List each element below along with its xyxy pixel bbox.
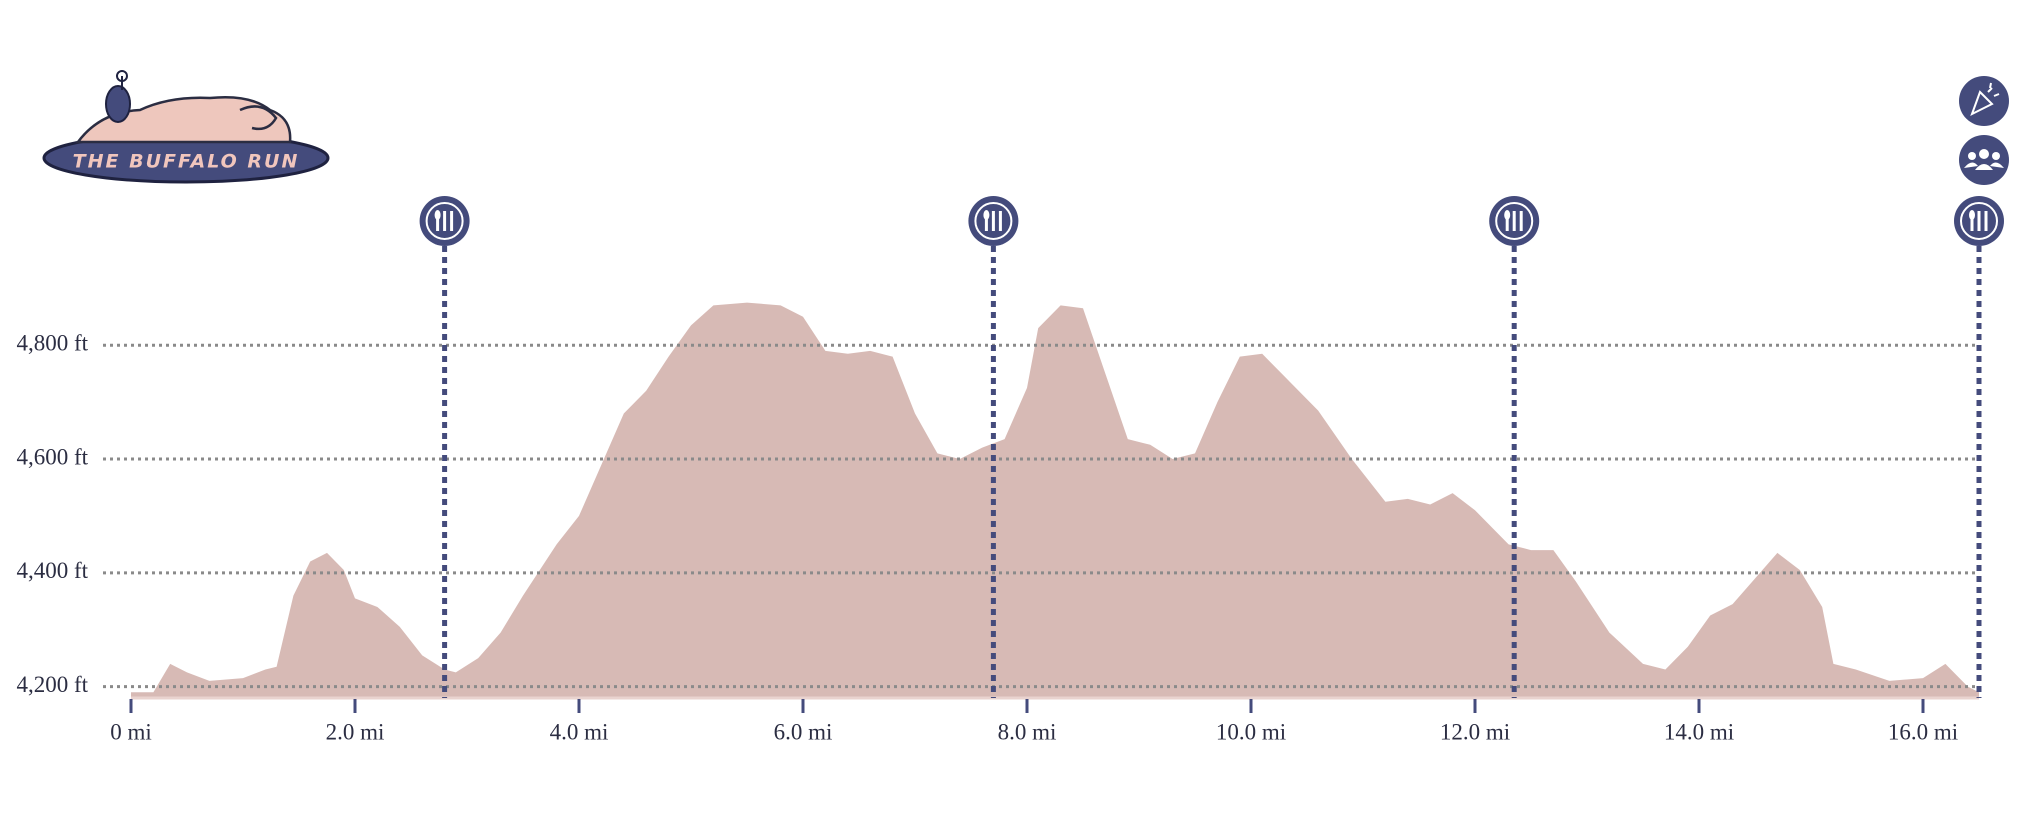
x-tick-label: 16.0 mi (1888, 719, 1958, 744)
top-icons (1959, 76, 2009, 185)
x-tick-label: 10.0 mi (1216, 719, 1286, 744)
elevation-area (131, 302, 1979, 698)
x-tick-label: 4.0 mi (550, 719, 609, 744)
celebration-icon (1959, 76, 2009, 126)
logo-text: THE BUFFALO RUN (73, 151, 300, 173)
spoon (1504, 210, 1511, 220)
y-tick-label: 4,200 ft (16, 672, 88, 697)
aid-station-ring (425, 202, 464, 240)
x-tick-label: 14.0 mi (1664, 719, 1734, 744)
spoon (983, 210, 990, 220)
logo: THE BUFFALO RUN (42, 70, 330, 184)
aid-station-icon (968, 196, 1019, 246)
x-tick-label: 0 mi (110, 719, 152, 744)
aid-station-ring (1960, 202, 1998, 240)
y-tick-label: 4,400 ft (16, 558, 88, 583)
x-tick-label: 12.0 mi (1440, 719, 1510, 744)
aid-station-ring (1495, 202, 1534, 240)
spoon (1969, 210, 1975, 220)
aid-station-icon (419, 196, 470, 246)
x-tick-label: 8.0 mi (998, 719, 1057, 744)
x-tick-label: 6.0 mi (774, 719, 833, 744)
aid-station-icon (1954, 196, 2004, 246)
group-icon (1959, 135, 2009, 185)
y-tick-label: 4,800 ft (16, 331, 88, 356)
spoon (434, 210, 441, 220)
y-tick-label: 4,600 ft (16, 444, 88, 469)
x-tick-label: 2.0 mi (326, 719, 385, 744)
aid-station-ring (974, 202, 1013, 240)
aid-station-icon (1489, 196, 1540, 246)
